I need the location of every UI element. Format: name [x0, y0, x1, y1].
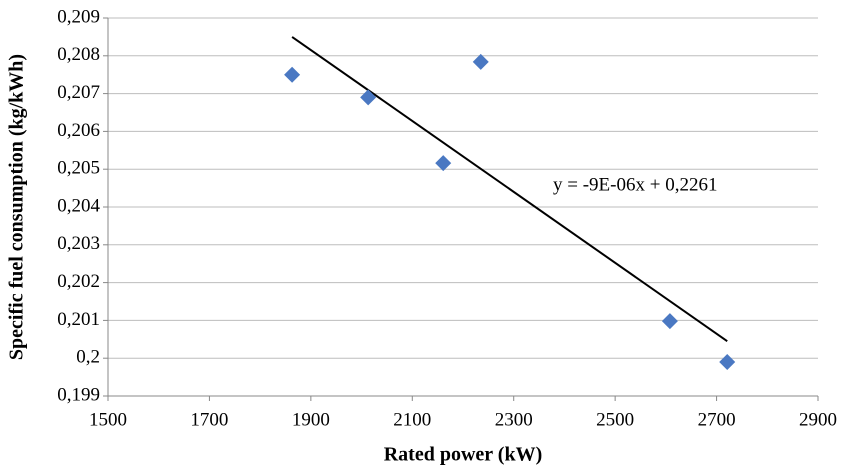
y-tick-label: 0,207: [57, 82, 100, 103]
data-point: [360, 89, 377, 106]
x-tick-label: 1700: [190, 409, 228, 430]
y-tick-label: 0,2: [76, 347, 100, 368]
x-tick-label: 1500: [89, 409, 127, 430]
x-axis-title: Rated power (kW): [384, 444, 543, 466]
data-point: [472, 53, 489, 70]
x-tick-label: 2300: [495, 409, 533, 430]
y-tick-label: 0,208: [57, 44, 100, 65]
data-point: [661, 313, 678, 330]
data-point: [284, 66, 301, 83]
data-point: [435, 155, 452, 172]
y-tick-label: 0,199: [57, 384, 100, 405]
x-tick-label: 2100: [393, 409, 431, 430]
x-tick-label: 2900: [799, 409, 837, 430]
y-tick-label: 0,206: [57, 120, 100, 141]
trendline: [291, 36, 728, 343]
x-tick-label: 1900: [292, 409, 330, 430]
y-tick-label: 0,201: [57, 309, 100, 330]
data-point: [719, 353, 736, 370]
x-tick-label: 2500: [596, 409, 634, 430]
y-tick-label: 0,209: [57, 6, 100, 27]
x-tick-label: 2700: [698, 409, 736, 430]
y-tick-label: 0,204: [57, 195, 100, 216]
y-tick-label: 0,203: [57, 233, 100, 254]
y-axis-title: Specific fuel consumption (kg/kWh): [6, 54, 28, 360]
trendline-label: y = -9E-06x + 0,2261: [553, 174, 717, 195]
y-tick-label: 0,202: [57, 271, 100, 292]
y-tick-label: 0,205: [57, 158, 100, 179]
